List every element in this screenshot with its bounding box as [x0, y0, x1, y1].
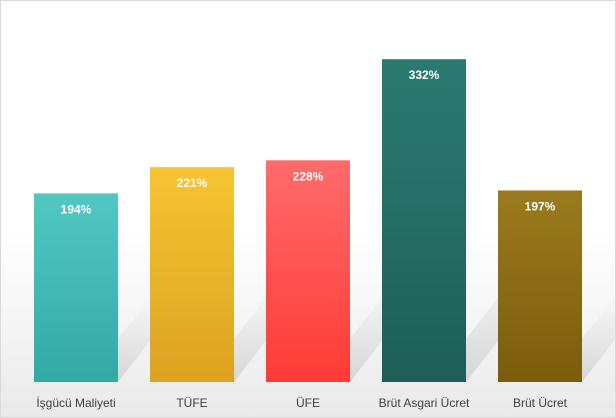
category-label: TÜFE	[176, 396, 207, 410]
data-label: 228%	[293, 169, 324, 183]
bar	[498, 190, 582, 382]
bar	[150, 167, 234, 382]
category-label: İşgücü Maliyeti	[36, 396, 115, 410]
category-label: Brüt Ücret	[513, 396, 568, 410]
data-label: 197%	[525, 199, 556, 213]
category-label: Brüt Asgari Ücret	[379, 396, 470, 410]
data-label: 194%	[61, 202, 92, 216]
bar	[382, 59, 466, 383]
data-label: 332%	[409, 68, 440, 82]
bar	[266, 160, 350, 382]
data-label: 221%	[177, 176, 208, 190]
bar	[34, 193, 118, 382]
category-label: ÜFE	[296, 396, 320, 410]
